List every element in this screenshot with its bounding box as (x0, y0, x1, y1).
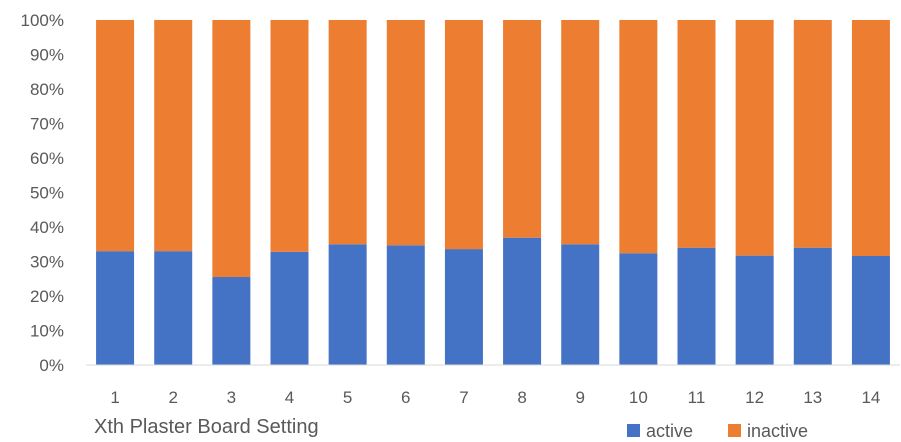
bar-segment-inactive (561, 20, 600, 245)
y-tick-label: 40% (30, 218, 64, 237)
bar-segment-active (851, 255, 890, 365)
x-tick-label: 2 (168, 388, 177, 407)
legend-label-inactive: inactive (747, 421, 808, 441)
bar-stack (619, 20, 658, 365)
y-tick-label: 100% (21, 11, 64, 30)
legend: active inactive (627, 421, 808, 441)
bar-stack (851, 20, 890, 365)
bar-segment-inactive (851, 20, 890, 256)
y-tick-label: 10% (30, 322, 64, 341)
bar-segment-inactive (212, 20, 251, 278)
legend-label-active: active (646, 421, 693, 441)
y-tick-label: 80% (30, 80, 64, 99)
bar-segment-inactive (677, 20, 716, 248)
bar-segment-active (328, 244, 367, 365)
x-tick-label: 5 (343, 388, 352, 407)
x-tick-label: 12 (745, 388, 764, 407)
y-tick-label: 30% (30, 253, 64, 272)
y-axis-tick-labels: 0% 10% 20% 30% 40% 50% 60% 70% 80% 90% 100% (21, 11, 64, 375)
x-tick-label: 10 (629, 388, 648, 407)
bar-segment-inactive (328, 20, 367, 245)
x-tick-label: 1 (110, 388, 119, 407)
bar-segment-inactive (619, 20, 658, 254)
bar-stack (96, 20, 135, 365)
bar-stack (561, 20, 600, 365)
bar-stack (328, 20, 367, 365)
bar-segment-active (619, 253, 658, 365)
bar-segment-active (96, 251, 135, 365)
bar-segment-inactive (444, 20, 483, 250)
legend-swatch-active (627, 424, 640, 437)
legend-swatch-inactive (728, 424, 741, 437)
bar-segment-active (677, 247, 716, 365)
bar-stack (212, 20, 251, 365)
x-tick-label: 3 (227, 388, 236, 407)
bar-segment-inactive (735, 20, 774, 256)
y-tick-label: 70% (30, 115, 64, 134)
bar-stack (677, 20, 716, 365)
bar-segment-active (561, 244, 600, 365)
bar-segment-active (444, 249, 483, 365)
bar-segment-active (212, 277, 251, 365)
bar-stack (503, 20, 542, 365)
bar-segment-active (154, 251, 193, 365)
x-tick-label: 6 (401, 388, 410, 407)
bar-segment-inactive (96, 20, 135, 252)
bar-segment-active (386, 245, 425, 365)
x-tick-label: 9 (575, 388, 584, 407)
x-axis-title: Xth Plaster Board Setting (94, 416, 319, 438)
x-tick-label: 13 (803, 388, 822, 407)
bar-stack (735, 20, 774, 365)
x-tick-label: 11 (688, 388, 706, 407)
y-tick-label: 50% (30, 184, 64, 203)
bar-stack (444, 20, 483, 365)
bar-segment-active (735, 255, 774, 365)
bar-segment-inactive (386, 20, 425, 246)
bar-stack (154, 20, 193, 365)
x-tick-label: 8 (517, 388, 526, 407)
bar-stack (386, 20, 425, 365)
x-axis-tick-labels: 1 2 3 4 5 6 7 8 9 10 11 12 13 14 (110, 388, 880, 407)
bar-segment-active (270, 251, 309, 365)
bar-segment-active (793, 247, 832, 365)
y-tick-label: 0% (39, 356, 64, 375)
bar-segment-inactive (503, 20, 542, 238)
bar-segment-inactive (793, 20, 832, 248)
x-tick-label: 7 (459, 388, 468, 407)
bar-segment-active (503, 237, 542, 365)
bar-segment-inactive (270, 20, 309, 252)
y-tick-label: 20% (30, 287, 64, 306)
bar-stacks (96, 20, 890, 365)
x-tick-label: 14 (861, 388, 880, 407)
bar-segment-inactive (154, 20, 193, 252)
bar-stack (270, 20, 309, 365)
y-tick-label: 90% (30, 46, 64, 65)
y-tick-label: 60% (30, 149, 64, 168)
bar-stack (793, 20, 832, 365)
x-tick-label: 4 (285, 388, 294, 407)
